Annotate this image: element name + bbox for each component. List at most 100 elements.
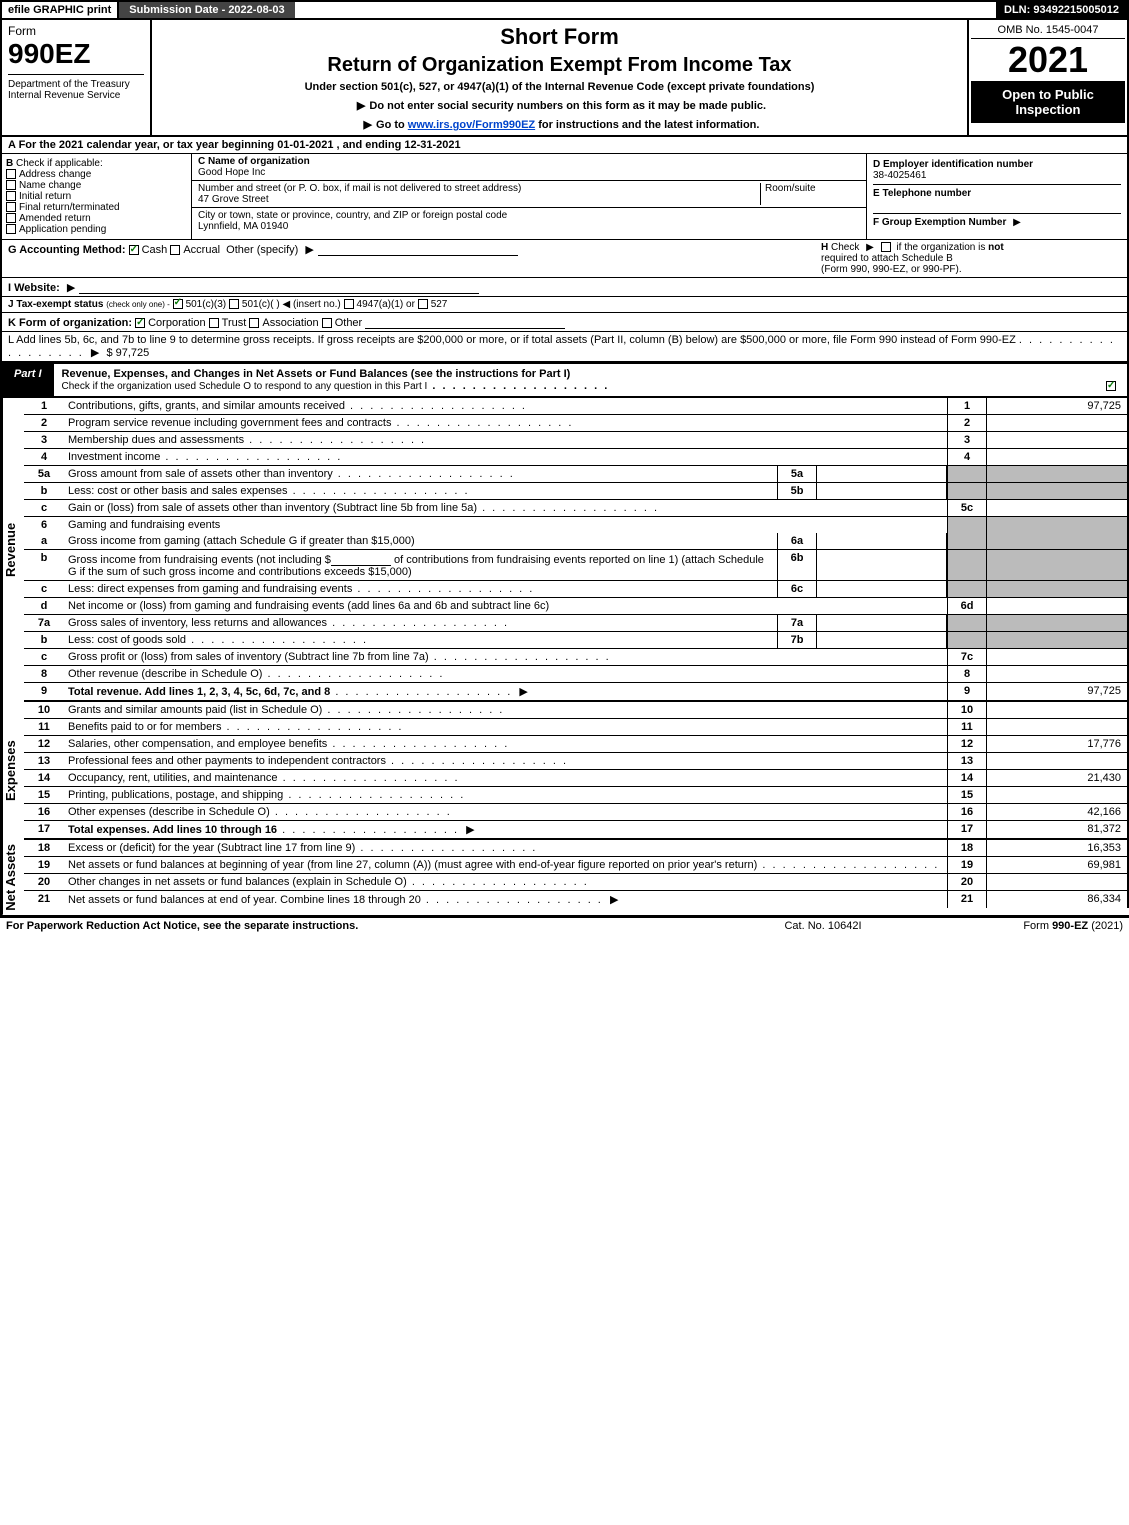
line-16-num: 16 [24,804,64,820]
checkbox-501c[interactable] [229,299,239,309]
line-7c-desc: Gross profit or (loss) from sales of inv… [68,651,429,663]
shaded-cell [987,615,1127,631]
arrow-icon [301,244,317,256]
other-org-label: Other [335,317,363,329]
form-header: Form 990EZ Department of the Treasury In… [0,20,1129,137]
line-5b-mn: 5b [777,483,817,499]
section-b: B Check if applicable: Address change Na… [2,154,192,239]
other-method-field[interactable] [318,242,518,256]
checkbox-527[interactable] [418,299,428,309]
address-change-label: Address change [19,169,91,180]
shaded-cell [947,550,987,580]
line-18-rn: 18 [947,840,987,856]
header-center: Short Form Return of Organization Exempt… [152,20,967,135]
shaded-cell [987,483,1127,499]
irs-link[interactable]: www.irs.gov/Form990EZ [408,119,535,131]
checkbox-association[interactable] [249,318,259,328]
line-10-desc: Grants and similar amounts paid (list in… [68,704,322,716]
line-2-num: 2 [24,415,64,431]
line-7c-rn: 7c [947,649,987,665]
checkbox-initial-return[interactable] [6,191,16,201]
line-5c-num: c [24,500,64,516]
paperwork-notice: For Paperwork Reduction Act Notice, see … [6,920,723,932]
cash-label: Cash [142,244,168,256]
form-footer-label: Form 990-EZ (2021) [923,920,1123,932]
checkbox-trust[interactable] [209,318,219,328]
shaded-cell [987,533,1127,549]
part-1-check-text: Check if the organization used Schedule … [62,381,428,392]
other-specify-label: Other (specify) [226,244,298,256]
line-l-text: L Add lines 5b, 6c, and 7b to line 9 to … [8,334,1016,346]
line-6c-num: c [24,581,64,597]
line-6b-amount-field[interactable] [331,552,391,566]
checkbox-corporation[interactable] [135,318,145,328]
line-15-value [987,787,1127,803]
checkbox-other-org[interactable] [322,318,332,328]
check-only-one: (check only one) - [106,300,170,309]
shaded-cell [947,466,987,482]
submission-date: Submission Date - 2022-08-03 [119,2,294,18]
line-i-website: I Website: [0,278,1129,297]
association-label: Association [262,317,318,329]
line-3-value [987,432,1127,448]
line-15-num: 15 [24,787,64,803]
line-14-num: 14 [24,770,64,786]
checkbox-final-return[interactable] [6,202,16,212]
line-2-value [987,415,1127,431]
line-9-desc: Total revenue. Add lines 1, 2, 3, 4, 5c,… [68,686,330,698]
application-pending-label: Application pending [19,224,106,235]
arrow-icon [462,824,478,836]
line-16-rn: 16 [947,804,987,820]
checkbox-cash[interactable] [129,245,139,255]
line-18-value: 16,353 [987,840,1127,856]
other-org-field[interactable] [365,315,565,329]
org-name: Good Hope Inc [198,167,265,178]
checkbox-accrual[interactable] [170,245,180,255]
checkbox-address-change[interactable] [6,169,16,179]
checkbox-amended-return[interactable] [6,213,16,223]
section-b-label: B [6,158,13,169]
line-16-desc: Other expenses (describe in Schedule O) [68,806,270,818]
arrow-icon [862,242,878,253]
line-13-value [987,753,1127,769]
net-assets-section: Net Assets 18Excess or (deficit) for the… [0,840,1129,917]
line-10-num: 10 [24,702,64,718]
accrual-label: Accrual [183,244,220,256]
checkbox-schedule-b[interactable] [881,242,891,252]
line-9-num: 9 [24,683,64,700]
header-right: OMB No. 1545-0047 2021 Open to Public In… [967,20,1127,135]
checkbox-schedule-o-part1[interactable] [1106,381,1116,391]
line-2-rn: 2 [947,415,987,431]
arrow-icon [606,894,622,906]
shaded-cell [987,581,1127,597]
line-h-label: H [821,242,828,253]
checkbox-4947[interactable] [344,299,354,309]
form-title-2: Return of Organization Exempt From Incom… [156,54,963,77]
line-4-num: 4 [24,449,64,465]
checkbox-name-change[interactable] [6,180,16,190]
checkbox-501c3[interactable] [173,299,183,309]
h-text4: (Form 990, 990-EZ, or 990-PF). [821,264,962,275]
line-11-value [987,719,1127,735]
website-field[interactable] [79,280,479,294]
line-15-desc: Printing, publications, postage, and shi… [68,789,283,801]
line-2-desc: Program service revenue including govern… [68,417,391,429]
open-to-public: Open to Public Inspection [971,81,1125,123]
trust-label: Trust [222,317,247,329]
line-8-value [987,666,1127,682]
h-check-text: Check [831,242,859,253]
line-6-num: 6 [24,517,64,533]
name-change-label: Name change [19,180,81,191]
top-bar: efile GRAPHIC print Submission Date - 20… [0,0,1129,20]
line-5a-mn: 5a [777,466,817,482]
line-12-rn: 12 [947,736,987,752]
line-14-desc: Occupancy, rent, utilities, and maintena… [68,772,278,784]
name-of-org-label: C Name of organization [198,156,310,167]
arrow-icon [87,347,103,359]
final-return-label: Final return/terminated [19,202,120,213]
arrow-icon [1009,217,1025,228]
irs-label: Internal Revenue Service [8,90,144,101]
efile-print-label[interactable]: efile GRAPHIC print [2,2,119,18]
line-6c-desc: Less: direct expenses from gaming and fu… [68,583,352,595]
checkbox-application-pending[interactable] [6,224,16,234]
